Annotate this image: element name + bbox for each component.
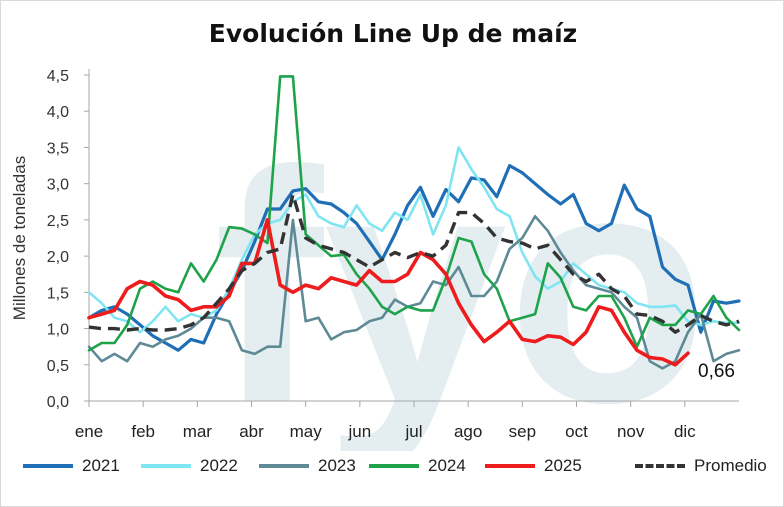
series-line-2024: [87, 75, 741, 352]
legend-swatch: [635, 464, 685, 468]
series-line-2023: [87, 215, 741, 370]
line-chart: fyo 0,0 0,5 1,0 1,5 2,0 2,5 3,0 3,5 4,0 4,5 ene feb…: [10, 68, 741, 451]
legend-swatch: [259, 464, 309, 468]
legend-label: 2022: [200, 456, 238, 475]
x-tick-label: ene: [75, 422, 103, 441]
legend-item-promedio: Promedio: [635, 453, 767, 479]
y-tick-label: 3,5: [47, 140, 69, 157]
series-line-2022: [87, 146, 741, 334]
series-line-2025: [87, 218, 690, 367]
legend-item-2024: 2024: [369, 453, 466, 479]
x-tick-label: dic: [674, 422, 696, 441]
x-tick-label: jul: [404, 422, 422, 441]
y-tick-label: 0,0: [47, 394, 69, 411]
fyo-watermark: fyo: [214, 102, 709, 451]
series-lines: [87, 75, 741, 370]
legend-item-2021: 2021: [23, 453, 120, 479]
legend-label: 2025: [544, 456, 582, 475]
axes: 0,0 0,5 1,0 1,5 2,0 2,5 3,0 3,5 4,0 4,5 ene feb mar a…: [10, 68, 739, 441]
legend-label: 2023: [318, 456, 356, 475]
x-tick-label: jun: [347, 422, 371, 441]
x-tick-label: sep: [509, 422, 536, 441]
legend: 2021 2022 2023 2024 2025 Promedio: [23, 453, 767, 481]
legend-item-2025: 2025: [485, 453, 582, 479]
y-tick-label: 4,0: [47, 104, 69, 121]
series-line-promedio: [88, 192, 740, 334]
y-tick-label: 0,5: [47, 358, 69, 375]
chart-title: Evolución Line Up de maíz: [208, 19, 578, 48]
y-tick-label: 1,0: [47, 322, 69, 339]
legend-label: 2021: [82, 456, 120, 475]
x-tick-label: oct: [565, 422, 588, 441]
legend-swatch: [23, 464, 73, 468]
x-tick-label: mar: [183, 422, 213, 441]
y-tick-label: 4,5: [47, 68, 69, 85]
x-tick-label: nov: [617, 422, 645, 441]
last-value-label: 0,66: [698, 361, 735, 382]
y-tick-label: 3,0: [47, 177, 69, 194]
y-tick-label: 1,5: [47, 285, 69, 302]
y-tick-label: 2,5: [47, 213, 69, 230]
legend-swatch: [485, 464, 535, 468]
x-tick-label: ago: [454, 422, 482, 441]
legend-item-2023: 2023: [259, 453, 356, 479]
x-tick-label: may: [290, 422, 323, 441]
legend-label: Promedio: [694, 456, 767, 475]
legend-item-2022: 2022: [141, 453, 238, 479]
x-tick-label: feb: [131, 422, 155, 441]
y-tick-label: 2,0: [47, 249, 69, 266]
watermark-text: fyo: [214, 102, 709, 451]
series-line-2021: [87, 164, 741, 352]
annotations: 0,66: [698, 361, 735, 382]
legend-swatch: [141, 464, 191, 468]
y-axis-label: Millones de toneladas: [10, 156, 29, 320]
x-tick-label: abr: [239, 422, 264, 441]
legend-label: 2024: [428, 456, 466, 475]
legend-swatch: [369, 464, 419, 468]
